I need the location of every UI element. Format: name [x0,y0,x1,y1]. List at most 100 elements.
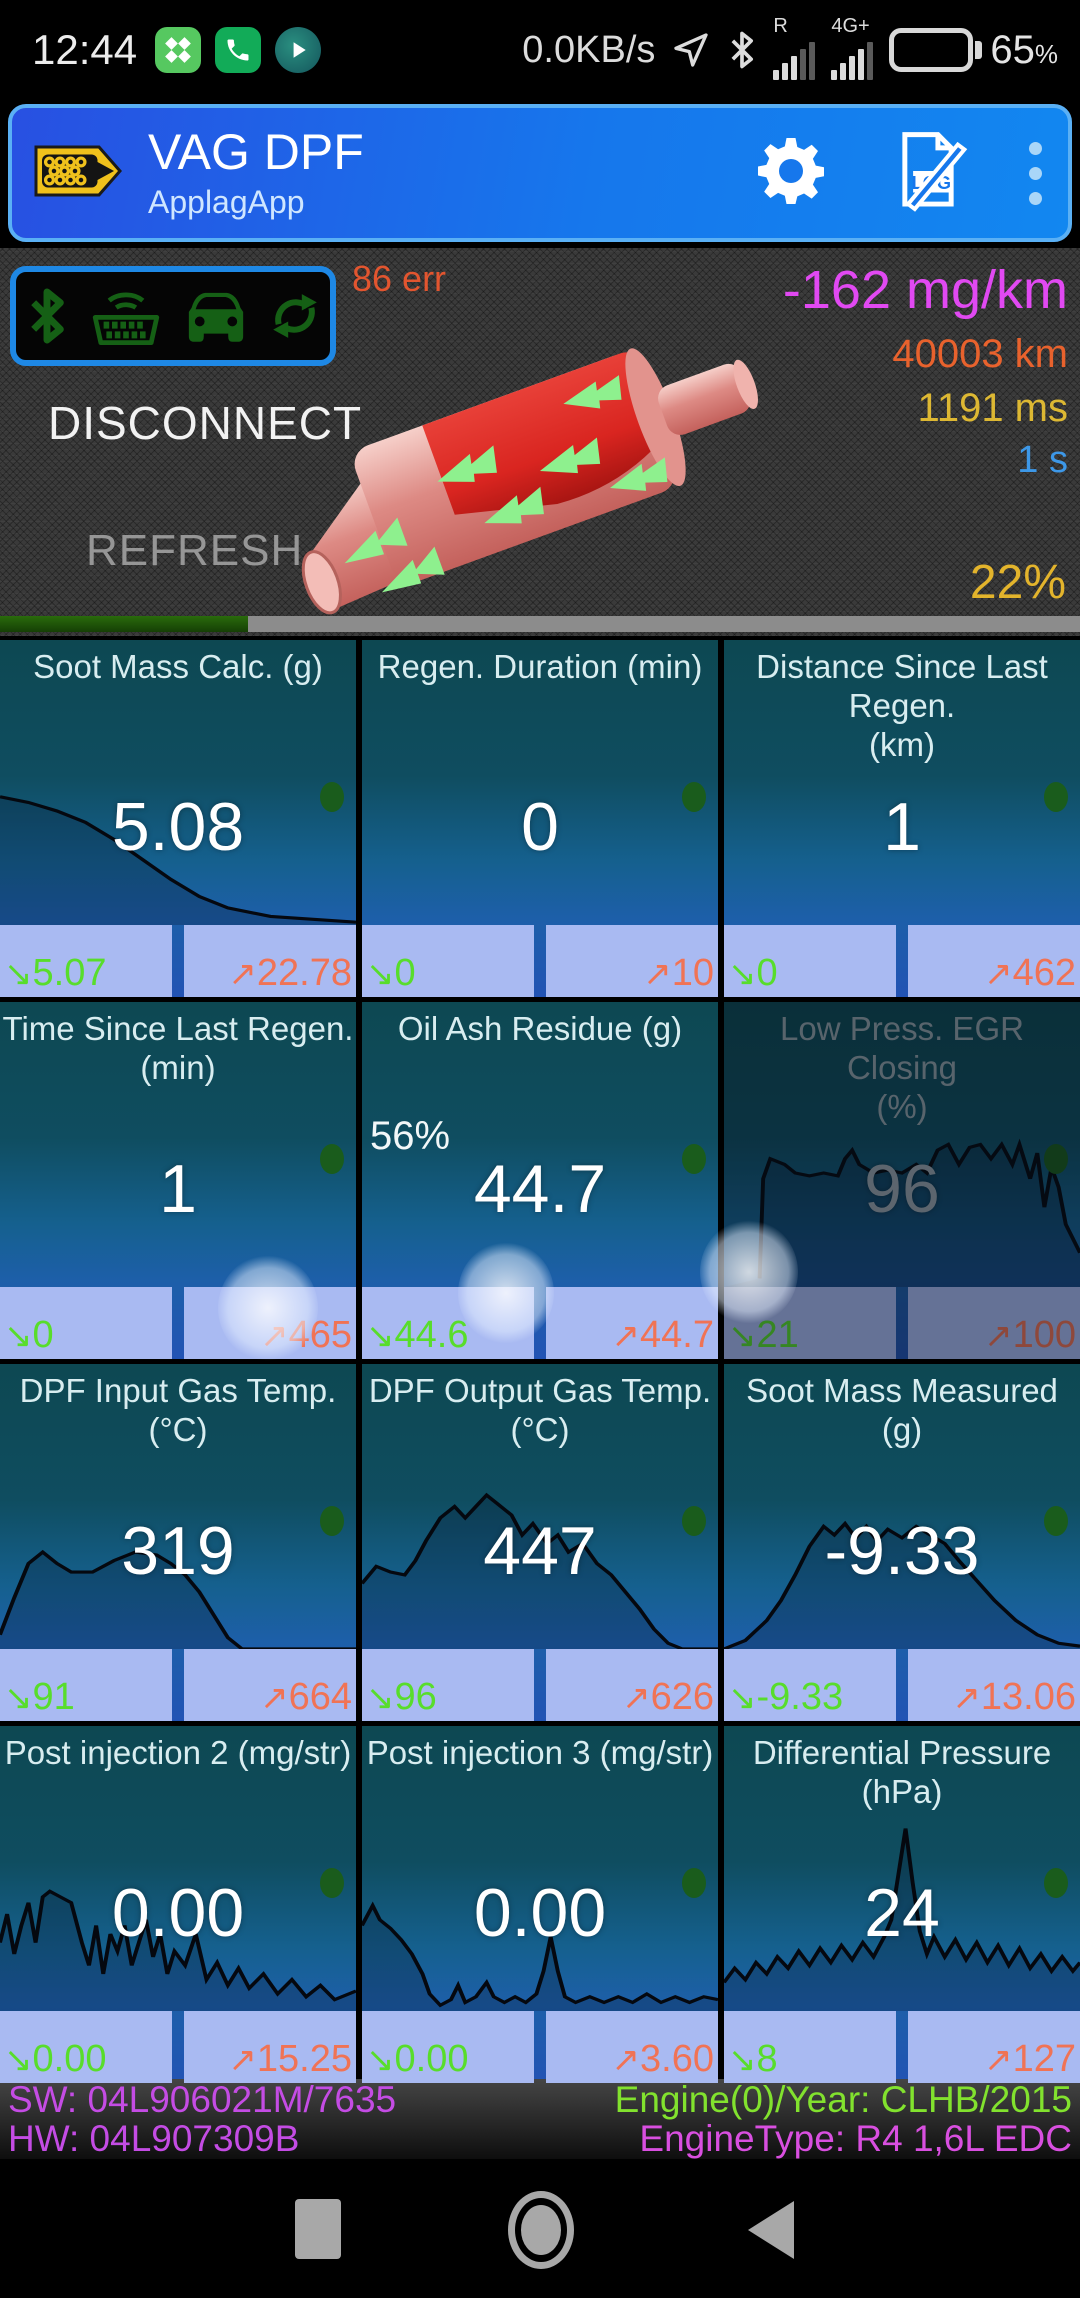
gauge-tile-7[interactable]: DPF Input Gas Temp. (°C) 319 ↘91 ↗664 [0,1364,356,1721]
gauge-title: Time Since Last Regen. (min) [2,1010,354,1086]
min-cell: ↘0 [362,925,534,997]
max-cell: ↗462 [908,925,1080,997]
disconnect-button[interactable]: DISCONNECT [48,397,363,449]
hardware-version: HW: 04L907309B [8,2117,300,2159]
history-chart [0,1549,356,1649]
max-arrow-icon: ↗ [260,1317,289,1355]
status-dot-icon [682,782,706,812]
status-dot-icon [682,1868,706,1898]
status-dot-icon [1044,1506,1068,1536]
car-button-icon[interactable] [178,285,254,347]
min-arrow-icon: ↘ [4,1317,33,1355]
refresh-button-icon[interactable] [265,284,325,348]
minmax-bar: ↘0.00 ↗3.60 [362,2011,718,2083]
network-speed: 0.0KB/s [522,28,656,71]
max-arrow-icon: ↗ [984,1317,1013,1355]
software-version: SW: 04L906021M/7635 [8,2079,397,2120]
min-value: ↘-9.33 [728,1676,844,1718]
max-arrow-icon: ↗ [643,955,672,993]
history-chart [724,1828,1080,2011]
play-app-icon [275,27,322,73]
max-cell: ↗127 [908,2011,1080,2083]
home-button[interactable] [508,2191,574,2269]
notification-icons [155,27,322,73]
minmax-bar: ↘44.6 ↗44.7 [362,1287,718,1359]
gauge-title: DPF Input Gas Temp. (°C) [19,1372,337,1448]
max-cell: ↗22.78 [184,925,356,997]
refresh-button[interactable]: REFRESH [86,526,304,575]
max-arrow-icon: ↗ [611,1317,641,1355]
min-cell: ↘0.00 [362,2011,534,2083]
error-count: 86 err [352,258,447,299]
gauge-value: 5.08 [111,789,245,865]
gauge-title: Soot Mass Calc. (g) [33,648,323,685]
gauge-tile-12[interactable]: Differential Pressure (hPa) 24 ↘8 ↗127 [724,1726,1080,2083]
max-arrow-icon: ↗ [984,955,1013,993]
recents-button[interactable] [295,2199,341,2259]
location-icon [674,33,709,67]
gauge-tile-4[interactable]: Time Since Last Regen. (min) 1 ↘0 ↗465 [0,1002,356,1359]
bluetooth-status-icon [731,31,754,69]
max-value: ↗462 [984,952,1076,994]
gauge-title: Regen. Duration (min) [377,648,703,685]
obd-adapter-button-icon[interactable] [84,283,168,349]
gauge-title: Low Press. EGR Closing (%) [780,1010,1024,1125]
min-cell: ↘5.07 [0,925,172,997]
app-title: VAG DPF [148,124,364,180]
min-arrow-icon: ↘ [366,2041,395,2079]
max-arrow-icon: ↗ [622,1679,651,1717]
progress-fill [0,616,249,632]
history-chart [724,1138,1080,1287]
min-cell: ↘91 [0,1649,172,1721]
status-dot-icon [320,1144,344,1174]
minmax-bar: ↘0 ↗462 [724,925,1080,997]
gauge-title: Oil Ash Residue (g) [397,1010,683,1047]
battery-percent: 65 [990,27,1035,72]
minmax-bar: ↘96 ↗626 [362,1649,718,1721]
minmax-bar: ↘91 ↗664 [0,1649,356,1721]
gauge-tile-2[interactable]: Regen. Duration (min) 0 ↘0 ↗10 [362,640,718,997]
min-arrow-icon: ↘ [366,1679,395,1717]
max-value: ↗100 [984,1314,1076,1356]
live-stats: -162 mg/km 40003 km 1191 ms 1 s [783,254,1068,486]
log-file-icon[interactable]: LOG [885,128,971,219]
progress-bar [0,616,1080,632]
settings-gear-icon[interactable] [755,135,827,212]
max-value: ↗13.06 [952,1676,1076,1718]
gauge-tile-10[interactable]: Post injection 2 (mg/str) 0.00 ↘0.00 ↗15.25 [0,1726,356,2083]
status-dot-icon [320,1868,344,1898]
signal-sim2-icon: 4G+ [831,16,874,80]
min-arrow-icon: ↘ [366,955,395,993]
minmax-bar: ↘21 ↗100 [724,1287,1080,1359]
min-cell: ↘96 [362,1649,534,1721]
max-value: ↗626 [622,1676,714,1718]
min-cell: ↘0 [0,1287,172,1359]
status-dot-icon [320,782,344,812]
min-cell: ↘8 [724,2011,896,2083]
gauge-tile-3[interactable]: Distance Since Last Regen. (km) 1 ↘0 ↗462 [724,640,1080,997]
max-arrow-icon: ↗ [952,1679,981,1717]
gauge-tile-8[interactable]: DPF Output Gas Temp. (°C) 447 ↘96 ↗626 [362,1364,718,1721]
overflow-menu-icon[interactable] [1029,141,1042,205]
gauge-value: 0.00 [111,1875,245,1951]
gauge-tile-5[interactable]: Oil Ash Residue (g) 56% 44.7 ↘44.6 ↗44.7 [362,1002,718,1359]
back-button[interactable] [748,2201,794,2259]
max-cell: ↗44.7 [546,1287,718,1359]
max-arrow-icon: ↗ [228,955,257,993]
gauge-tile-9[interactable]: Soot Mass Measured (g) -9.33 ↘-9.33 ↗13.06 [724,1364,1080,1721]
status-dot-icon [1044,782,1068,812]
max-cell: ↗3.60 [546,2011,718,2083]
connection-buttons[interactable] [10,266,336,366]
gauge-tile-6[interactable]: Low Press. EGR Closing (%) 96 ↘21 ↗100 [724,1002,1080,1359]
minmax-bar: ↘0.00 ↗15.25 [0,2011,356,2083]
status-bar: 12:44 0.0KB/s R 4G+ 65% [0,0,1080,100]
max-value: ↗465 [260,1314,352,1356]
bluetooth-button-icon[interactable] [21,284,73,348]
gauge-value: 1 [883,789,921,865]
gauge-tile-11[interactable]: Post injection 3 (mg/str) 0.00 ↘0.00 ↗3.60 [362,1726,718,2083]
min-arrow-icon: ↘ [728,1679,757,1717]
gauge-grid: Soot Mass Calc. (g) 5.08 ↘5.07 ↗22.78 Regen.… [0,640,1080,2083]
obd-connector-logo-icon [30,129,126,218]
gauge-title: Soot Mass Measured (g) [746,1372,1058,1448]
gauge-tile-1[interactable]: Soot Mass Calc. (g) 5.08 ↘5.07 ↗22.78 [0,640,356,997]
